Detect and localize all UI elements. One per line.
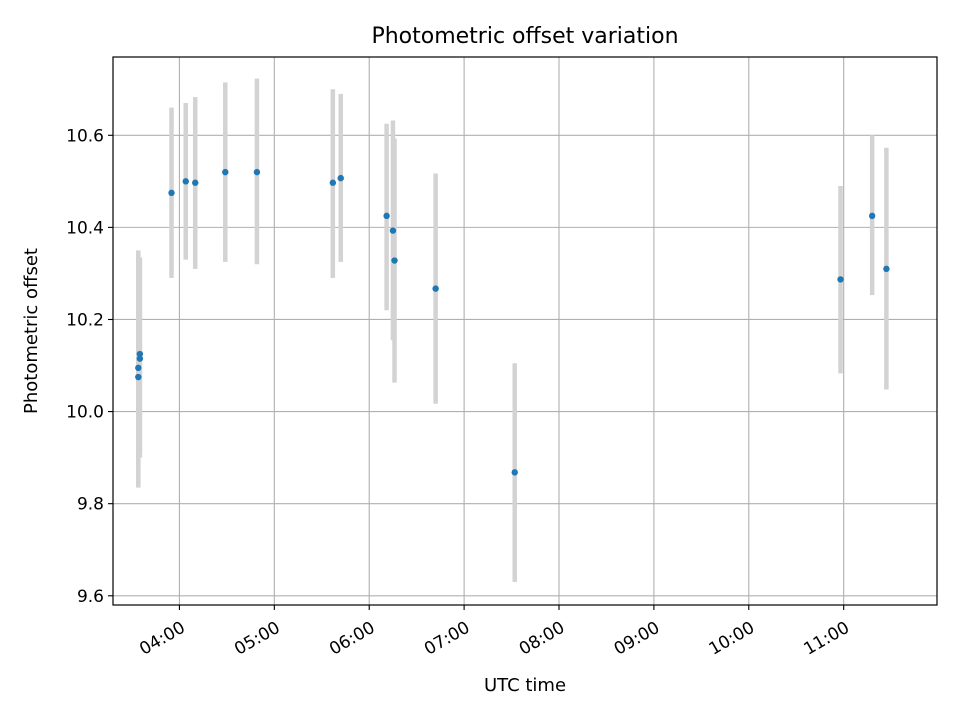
data-point [168,189,175,197]
data-point [868,212,876,220]
y-tick-label: 10.0 [66,403,104,423]
y-tick-label: 9.6 [77,587,104,607]
data-point [837,276,844,283]
data-point [337,174,344,182]
x-axis-label: UTC time [484,675,566,696]
data-point [182,178,189,185]
data-point [389,227,397,234]
data-point [432,285,439,292]
y-tick-label: 10.2 [66,310,104,330]
data-points [135,168,890,476]
data-point [192,179,199,186]
data-point [383,212,390,220]
data-point [511,469,518,476]
data-point [329,179,337,186]
data-point [391,257,398,264]
grid-lines [113,57,937,605]
plot-frame [112,56,938,606]
y-axis-label: Photometric offset [21,248,42,414]
data-point [136,355,144,362]
y-axis-ticks: 9.6 9.8 10.0 10.2 10.4 10.6 [66,126,113,607]
data-point [136,350,144,358]
data-point [222,168,229,176]
y-tick-label: 9.8 [77,495,104,515]
data-point [135,364,142,372]
chart-title: Photometric offset variation [371,24,678,49]
data-point [253,168,261,176]
data-point [883,265,890,273]
data-point [135,373,142,381]
y-tick-label: 10.4 [66,218,104,238]
y-tick-label: 10.6 [66,126,104,146]
